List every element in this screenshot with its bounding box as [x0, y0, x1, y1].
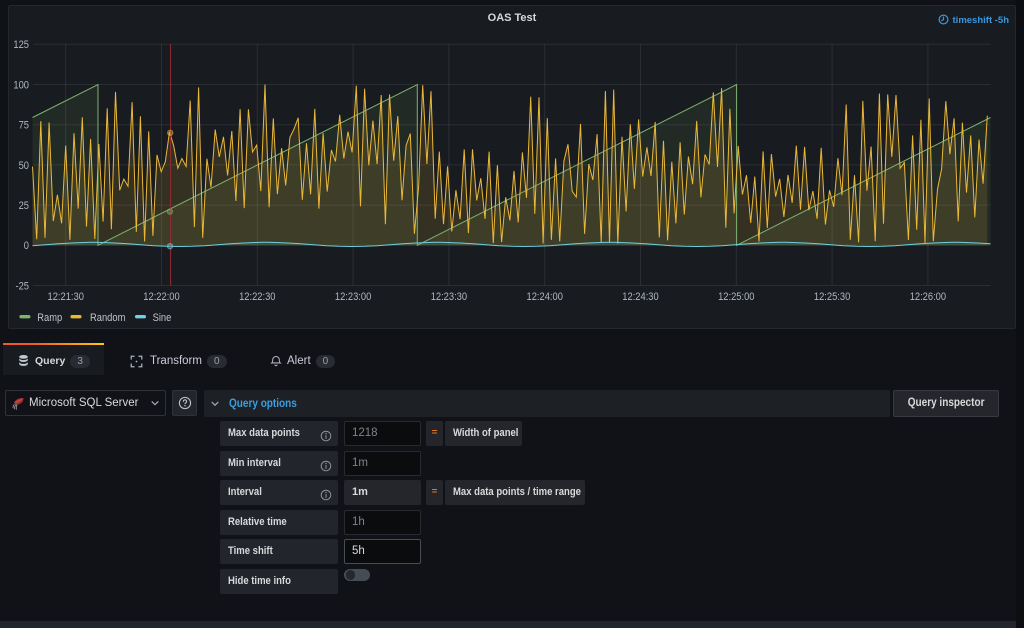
- svg-text:12:24:30: 12:24:30: [622, 291, 658, 303]
- svg-text:-25: -25: [16, 280, 30, 292]
- svg-text:Sine: Sine: [153, 312, 172, 324]
- svg-text:Random: Random: [90, 312, 125, 324]
- svg-text:12:25:30: 12:25:30: [814, 291, 850, 303]
- svg-text:Ramp: Ramp: [37, 312, 62, 324]
- svg-text:12:24:00: 12:24:00: [527, 291, 563, 303]
- svg-text:25: 25: [19, 200, 29, 212]
- svg-text:12:23:30: 12:23:30: [431, 291, 467, 303]
- svg-text:100: 100: [13, 79, 29, 91]
- svg-text:12:23:00: 12:23:00: [335, 291, 371, 303]
- svg-text:75: 75: [19, 120, 29, 132]
- svg-text:12:22:30: 12:22:30: [239, 291, 275, 303]
- svg-text:125: 125: [13, 39, 29, 51]
- svg-text:50: 50: [19, 160, 29, 172]
- svg-text:12:22:00: 12:22:00: [143, 291, 179, 303]
- svg-text:12:21:30: 12:21:30: [48, 291, 84, 303]
- svg-text:0: 0: [24, 240, 29, 252]
- svg-text:12:25:00: 12:25:00: [718, 291, 754, 303]
- svg-text:12:26:00: 12:26:00: [910, 291, 946, 303]
